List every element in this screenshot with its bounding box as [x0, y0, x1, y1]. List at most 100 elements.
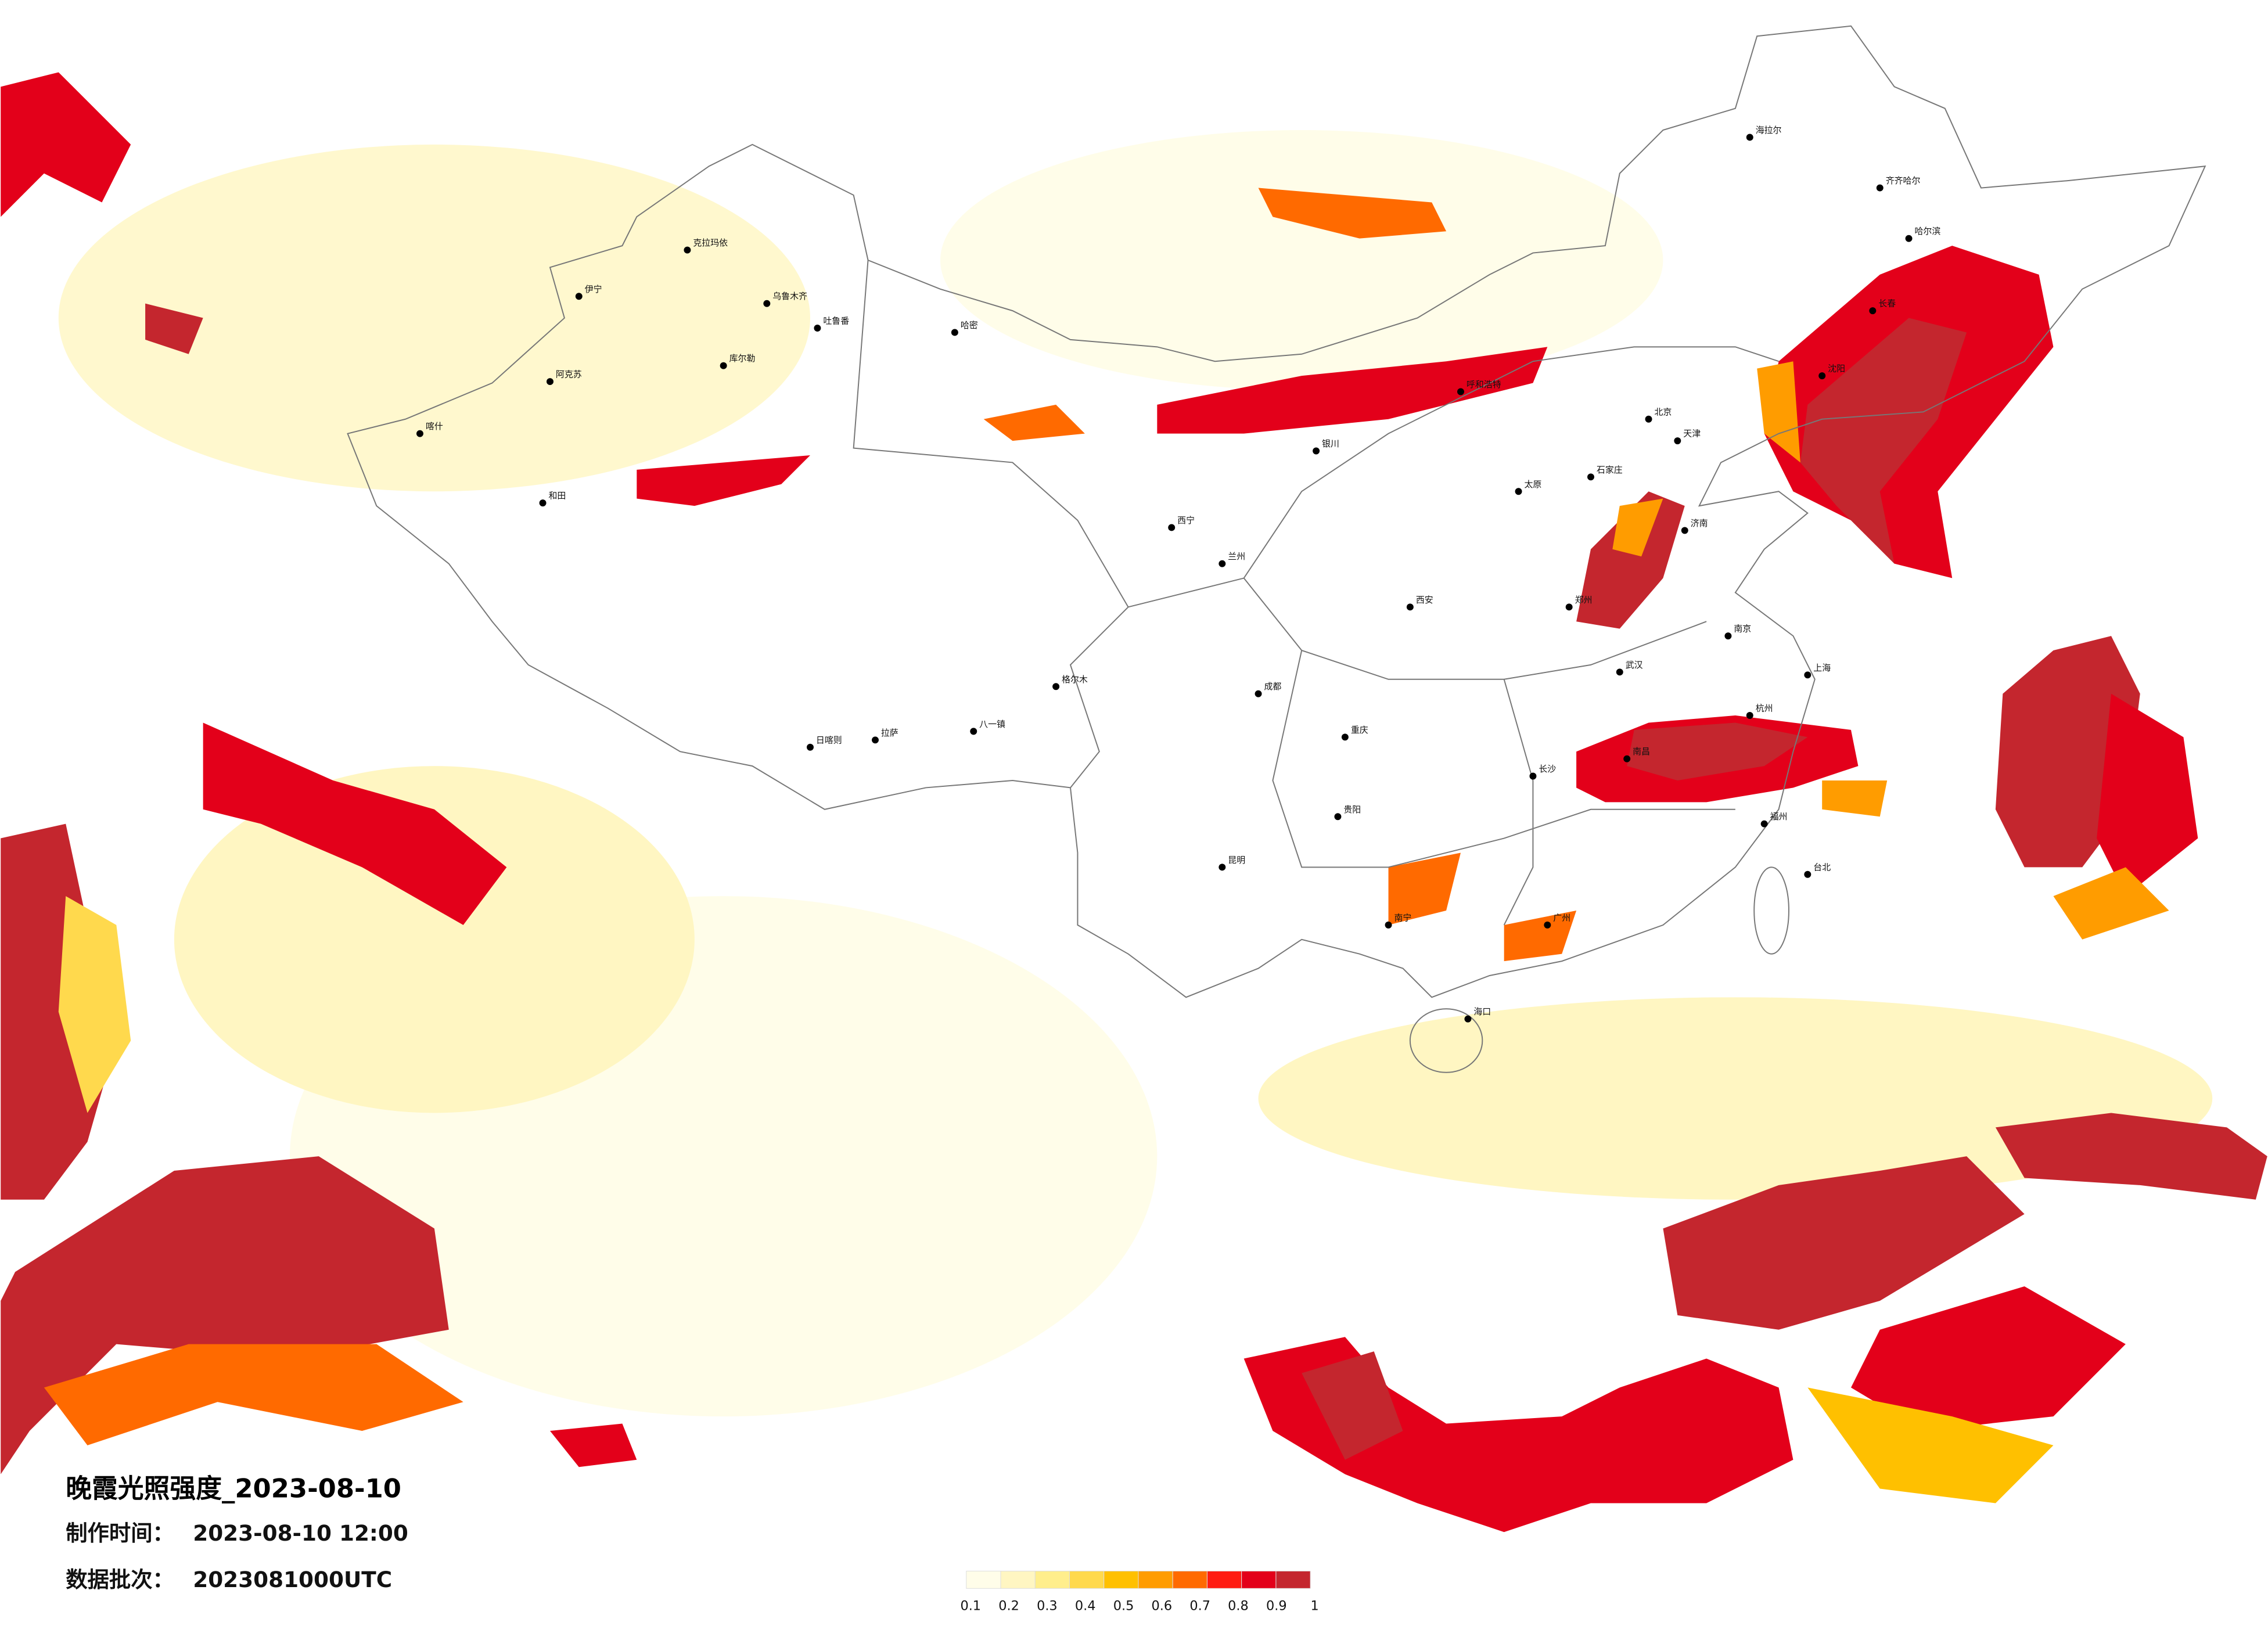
city-dot — [539, 499, 547, 507]
city-dot — [951, 329, 958, 336]
city-label: 海拉尔 — [1756, 125, 1782, 135]
legend-tick-label: 0.8 — [1228, 1599, 1249, 1614]
city-dot — [1746, 134, 1753, 141]
legend-swatch — [1206, 1570, 1242, 1589]
city-dot — [1587, 473, 1594, 481]
legend-swatch — [1172, 1570, 1207, 1589]
city-label: 杭州 — [1756, 703, 1773, 714]
legend: 0.1 0.2 0.3 0.4 0.5 0.6 0.7 0.8 0.9 1 — [960, 1570, 1319, 1614]
batch-label: 数据批次： — [66, 1567, 174, 1592]
city-label: 银川 — [1322, 438, 1339, 449]
city-dot — [720, 362, 727, 369]
city-label: 济南 — [1691, 518, 1708, 528]
city-dot — [1565, 603, 1573, 611]
city-label: 南昌 — [1633, 746, 1650, 757]
city-label: 上海 — [1813, 663, 1831, 673]
city-dot — [1681, 527, 1688, 534]
city-label: 齐齐哈尔 — [1886, 175, 1921, 186]
title: 晚霞光照强度_2023-08-10 — [66, 1473, 401, 1503]
city-label: 库尔勒 — [729, 353, 756, 364]
city-label: 武汉 — [1626, 660, 1643, 670]
legend-tick-label: 0.9 — [1266, 1599, 1287, 1614]
city-label: 福州 — [1770, 811, 1788, 822]
boundaries — [347, 25, 2206, 1073]
city-label: 南宁 — [1394, 912, 1412, 923]
legend-tick-label: 1 — [1310, 1599, 1318, 1614]
city-dot — [1804, 870, 1811, 878]
city-label: 郑州 — [1575, 595, 1593, 605]
legend-tick-label: 0.7 — [1189, 1599, 1210, 1614]
city-label: 昆明 — [1228, 855, 1245, 865]
city-dot — [763, 300, 771, 307]
city-dot — [1616, 668, 1623, 676]
city-dot — [1255, 690, 1262, 697]
city-dot — [1818, 372, 1826, 380]
city-label: 八一镇 — [979, 719, 1005, 729]
city-label: 克拉玛依 — [693, 238, 728, 248]
city-dot — [1674, 437, 1681, 445]
city-label: 喀什 — [426, 421, 443, 431]
city-label: 北京 — [1655, 406, 1672, 417]
city-dot — [547, 378, 553, 386]
city-dot — [1052, 683, 1060, 690]
legend-tick-label: 0.5 — [1113, 1599, 1134, 1614]
city-label: 广州 — [1553, 912, 1570, 923]
city-label: 哈尔滨 — [1915, 226, 1941, 236]
city-label: 阿克苏 — [556, 369, 582, 380]
legend-tick-label: 0.2 — [998, 1599, 1019, 1614]
city-dot — [1645, 415, 1652, 423]
legend-tick-label: 0.3 — [1037, 1599, 1058, 1614]
city-dot — [814, 325, 821, 332]
made-label: 制作时间： — [66, 1520, 174, 1546]
city-label: 格尔木 — [1062, 674, 1088, 685]
legend-swatch — [1034, 1570, 1070, 1589]
city-dot — [1544, 921, 1551, 929]
legend-tick-label: 0.6 — [1152, 1599, 1173, 1614]
city-dot — [684, 246, 691, 254]
city-dot — [1219, 560, 1226, 567]
batch-value: 2023081000UTC — [193, 1567, 392, 1592]
legend-swatch — [1138, 1570, 1173, 1589]
city-dot — [1334, 813, 1342, 821]
city-dot — [1876, 184, 1884, 192]
city-dot — [1385, 921, 1392, 929]
city-dot — [1168, 524, 1176, 531]
legend-swatch — [1275, 1570, 1311, 1589]
legend-swatch — [1000, 1570, 1036, 1589]
city-label: 哈密 — [961, 320, 978, 330]
city-dot — [575, 293, 583, 300]
city-dot — [1869, 307, 1877, 315]
heat-layer — [1, 72, 2267, 1533]
city-dot — [1746, 712, 1753, 719]
city-dot — [1219, 864, 1226, 871]
city-label: 和田 — [549, 491, 566, 501]
city-dot — [1515, 488, 1522, 495]
city-label: 长春 — [1878, 298, 1896, 309]
city-label: 石家庄 — [1597, 465, 1623, 475]
city-label: 沈阳 — [1828, 364, 1845, 374]
city-label: 成都 — [1264, 681, 1282, 692]
city-dot — [1464, 1015, 1472, 1023]
city-label: 南京 — [1734, 624, 1751, 634]
city-dot — [1905, 235, 1913, 242]
city-label: 吐鲁番 — [823, 316, 849, 326]
city-label: 台北 — [1813, 862, 1831, 872]
city-label: 重庆 — [1351, 725, 1368, 735]
city-dot — [1406, 603, 1414, 611]
legend-swatch — [1069, 1570, 1105, 1589]
legend-swatch — [966, 1570, 1001, 1589]
city-label: 日喀则 — [816, 735, 842, 745]
city-dot — [416, 430, 423, 437]
city-dot — [970, 728, 977, 735]
city-label: 拉萨 — [881, 728, 898, 738]
city-label: 乌鲁木齐 — [772, 291, 807, 301]
city-dot — [1724, 632, 1732, 640]
legend-swatch — [1241, 1570, 1277, 1589]
city-dot — [872, 736, 879, 744]
city-label: 太原 — [1525, 479, 1542, 490]
legend-tick-label: 0.1 — [960, 1599, 981, 1614]
city-label: 兰州 — [1228, 551, 1245, 562]
